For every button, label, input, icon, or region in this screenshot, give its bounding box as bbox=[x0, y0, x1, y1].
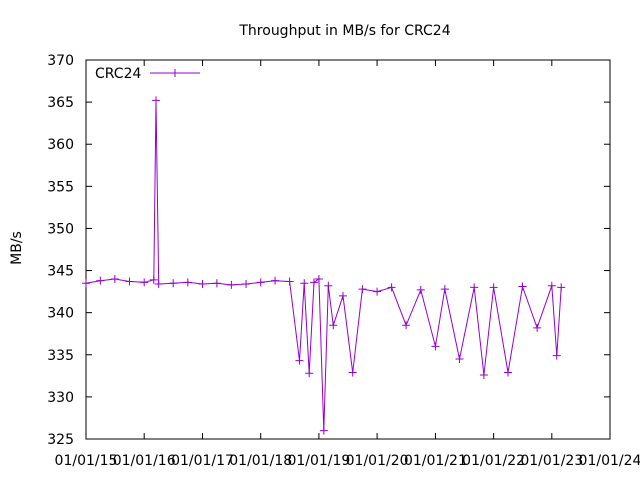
y-tick-label: 345 bbox=[47, 264, 74, 280]
y-tick-label: 330 bbox=[47, 390, 74, 406]
data-point-crc24 bbox=[518, 282, 527, 291]
data-point-crc24 bbox=[154, 280, 163, 289]
data-point-crc24 bbox=[489, 283, 498, 292]
legend-label-crc24: CRC24 bbox=[95, 66, 141, 82]
data-point-crc24 bbox=[242, 280, 251, 289]
data-point-crc24 bbox=[271, 276, 280, 285]
data-point-crc24 bbox=[285, 277, 294, 286]
y-tick-label: 340 bbox=[47, 306, 74, 322]
data-point-crc24 bbox=[125, 277, 134, 286]
data-point-crc24 bbox=[314, 274, 323, 283]
data-point-crc24 bbox=[455, 354, 464, 363]
series-layer bbox=[82, 96, 566, 435]
x-tick-label: 01/01/20 bbox=[346, 453, 409, 469]
y-tick-label: 350 bbox=[47, 221, 74, 237]
x-tick-label: 01/01/19 bbox=[287, 453, 350, 469]
data-point-crc24 bbox=[552, 351, 561, 360]
x-tick-label: 01/01/17 bbox=[171, 453, 234, 469]
x-tick-label: 01/01/23 bbox=[520, 453, 583, 469]
data-point-crc24 bbox=[227, 280, 236, 289]
x-tick-label: 01/01/24 bbox=[579, 453, 640, 469]
data-point-crc24 bbox=[149, 275, 158, 284]
data-point-crc24 bbox=[557, 283, 566, 292]
data-point-crc24 bbox=[305, 369, 314, 378]
data-point-crc24 bbox=[169, 279, 178, 288]
data-point-crc24 bbox=[151, 96, 160, 105]
data-point-crc24 bbox=[300, 279, 309, 288]
data-point-crc24 bbox=[547, 281, 556, 290]
x-tick-label: 01/01/16 bbox=[113, 453, 176, 469]
x-tick-label: 01/01/22 bbox=[462, 453, 525, 469]
data-point-crc24 bbox=[309, 278, 318, 287]
legend-marker-crc24 bbox=[171, 69, 179, 77]
data-point-crc24 bbox=[533, 323, 542, 332]
data-point-crc24 bbox=[198, 280, 207, 289]
data-point-crc24 bbox=[416, 285, 425, 294]
x-axis: 01/01/1501/01/1601/01/1701/01/1801/01/19… bbox=[55, 60, 640, 469]
plot-frame bbox=[85, 59, 611, 440]
data-point-crc24 bbox=[110, 274, 119, 283]
x-tick-label: 01/01/15 bbox=[55, 453, 118, 469]
data-point-crc24 bbox=[338, 291, 347, 300]
chart-title: Throughput in MB/s for CRC24 bbox=[238, 23, 450, 39]
y-axis: 325 330 335 340 345 350 355 360 365 370 bbox=[47, 53, 610, 448]
y-tick-label: 335 bbox=[47, 348, 74, 364]
data-point-crc24 bbox=[82, 279, 90, 288]
data-point-crc24 bbox=[212, 279, 221, 288]
data-point-crc24 bbox=[479, 370, 488, 379]
y-tick-label: 365 bbox=[47, 95, 74, 111]
legend: CRC24 bbox=[95, 66, 200, 82]
data-point-crc24 bbox=[387, 283, 396, 292]
y-tick-label: 325 bbox=[47, 432, 74, 448]
data-point-crc24 bbox=[295, 356, 304, 365]
data-point-crc24 bbox=[183, 278, 192, 287]
y-tick-label: 370 bbox=[47, 53, 74, 69]
data-point-crc24 bbox=[440, 285, 449, 294]
data-point-crc24 bbox=[319, 426, 328, 435]
data-point-crc24 bbox=[256, 278, 265, 287]
data-point-crc24 bbox=[402, 321, 411, 330]
x-tick-label: 01/01/18 bbox=[229, 453, 292, 469]
data-point-crc24 bbox=[373, 287, 382, 296]
data-point-crc24 bbox=[329, 321, 338, 330]
data-point-crc24 bbox=[503, 368, 512, 377]
data-point-crc24 bbox=[348, 368, 357, 377]
series-line-crc24 bbox=[85, 100, 562, 431]
data-point-crc24 bbox=[470, 283, 479, 292]
data-point-crc24 bbox=[431, 342, 440, 351]
y-tick-label: 355 bbox=[47, 179, 74, 195]
y-axis-label: MB/s bbox=[9, 231, 25, 265]
y-tick-label: 360 bbox=[47, 137, 74, 153]
data-point-crc24 bbox=[140, 278, 149, 287]
data-point-crc24 bbox=[324, 281, 333, 290]
data-point-crc24 bbox=[358, 285, 367, 294]
x-tick-label: 01/01/21 bbox=[404, 453, 467, 469]
data-point-crc24 bbox=[96, 276, 105, 285]
